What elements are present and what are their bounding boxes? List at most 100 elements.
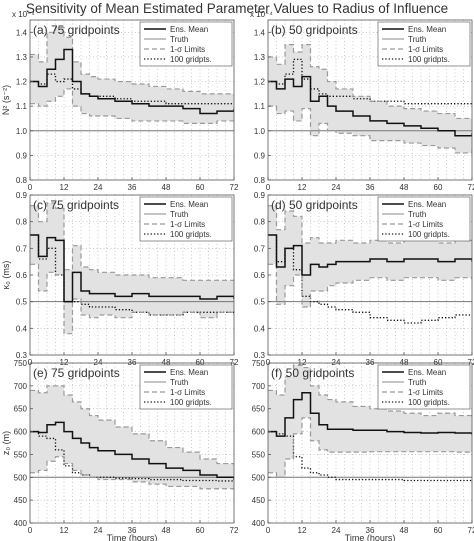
- x-tick-label: 24: [332, 183, 341, 192]
- y-tick-label: 1.4: [254, 28, 266, 37]
- legend-label: Truth: [170, 35, 188, 44]
- x-tick-label: 72: [468, 358, 474, 367]
- y-tick-label: 0.3: [16, 351, 28, 360]
- y-tick-label: 750: [252, 359, 266, 368]
- x-tick-label: 72: [468, 526, 474, 535]
- x-tick-label: 12: [60, 183, 69, 192]
- x-tick-label: 12: [60, 526, 69, 535]
- chart-panel-2: 0 12 24 36 48 60 72 0.8 0.9 1.0 1.1 1.2 1.3 1.4 x 10⁻⁴…: [250, 10, 474, 192]
- y-tick-label: 550: [252, 450, 266, 459]
- y-tick-label: 0.4: [16, 324, 28, 333]
- y-tick-label: 750: [14, 359, 28, 368]
- x-axis-label: Time (hours): [107, 533, 158, 541]
- y-tick-label: 0.7: [16, 244, 28, 253]
- series-line: [30, 234, 234, 303]
- x-tick-label: 36: [366, 358, 375, 367]
- y-tick-label: 450: [252, 496, 266, 505]
- y-tick-label: 400: [252, 519, 266, 528]
- x-tick-label: 60: [196, 358, 205, 367]
- legend-label: 100 gridpts.: [170, 55, 212, 64]
- y-tick-label: 0.6: [254, 271, 266, 280]
- legend-label: 1-σ Limits: [408, 45, 443, 54]
- legend-label: 100 gridpts.: [170, 398, 212, 407]
- x-tick-label: 60: [434, 183, 443, 192]
- x-tick-label: 24: [94, 526, 103, 535]
- figure-title: Sensitivity of Mean Estimated Parameter …: [25, 1, 449, 16]
- y-exponent-label: x 10⁻⁴: [12, 10, 35, 19]
- chart-panel-6: 0122436486072400450500550600650700750(f)…: [252, 359, 474, 541]
- x-tick-label: 60: [196, 183, 205, 192]
- y-tick-label: 0.3: [254, 351, 266, 360]
- series-line: [268, 417, 472, 478]
- y-axis-label: N² (s⁻²): [1, 85, 11, 115]
- y-axis-label: z₀ (m): [1, 431, 11, 455]
- series-line: [30, 48, 234, 115]
- y-tick-label: 1.1: [254, 102, 266, 111]
- x-tick-label: 36: [128, 183, 137, 192]
- sigma-band: [30, 27, 234, 124]
- y-tick-label: 1.3: [254, 53, 266, 62]
- y-tick-label: 1.0: [254, 127, 266, 136]
- legend-label: 1-σ Limits: [170, 220, 205, 229]
- y-tick-label: 450: [14, 496, 28, 505]
- x-tick-label: 0: [266, 358, 271, 367]
- series-line: [30, 456, 234, 490]
- y-tick-label: 0.9: [16, 191, 28, 200]
- panel-title: (a) 75 gridpoints: [33, 23, 120, 37]
- y-tick-label: 550: [14, 450, 28, 459]
- y-tick-label: 1.2: [254, 78, 266, 87]
- y-tick-label: 0.8: [16, 218, 28, 227]
- chart-panel-3: 0 12 24 36 48 60 72 0.3 0.4 0.5 0.6 0.7 0.8 0.9 (c) 75…: [1, 191, 239, 367]
- y-tick-label: 0.6: [16, 271, 28, 280]
- y-tick-label: 500: [252, 473, 266, 482]
- y-tick-label: 600: [252, 428, 266, 437]
- y-tick-label: 0.8: [16, 176, 28, 185]
- y-tick-label: 0.8: [254, 218, 266, 227]
- series-line: [268, 234, 472, 276]
- series-line: [268, 105, 472, 154]
- x-tick-label: 12: [298, 526, 307, 535]
- series-line: [30, 88, 234, 124]
- panel-title: (c) 75 gridpoints: [33, 198, 119, 212]
- x-tick-label: 36: [128, 358, 137, 367]
- series-line: [30, 202, 234, 283]
- legend-label: Truth: [408, 378, 426, 387]
- x-tick-label: 48: [162, 183, 171, 192]
- y-tick-label: 0.9: [16, 151, 28, 160]
- x-tick-label: 0: [28, 183, 33, 192]
- y-tick-label: 600: [14, 428, 28, 437]
- y-tick-label: 650: [14, 405, 28, 414]
- x-tick-label: 24: [94, 358, 103, 367]
- x-tick-label: 36: [128, 526, 137, 535]
- y-tick-label: 1.3: [16, 53, 28, 62]
- x-tick-label: 60: [434, 526, 443, 535]
- chart-panel-4: 0 12 24 36 48 60 72 0.3 0.4 0.5 0.6 0.7 0.8 0.9 (d) 50…: [254, 191, 474, 367]
- x-tick-label: 48: [400, 358, 409, 367]
- sigma-band: [268, 205, 472, 307]
- x-tick-label: 0: [28, 358, 33, 367]
- legend-label: Truth: [408, 35, 426, 44]
- x-tick-label: 72: [230, 526, 239, 535]
- legend-label: Ens. Mean: [170, 200, 208, 209]
- x-tick-label: 48: [162, 358, 171, 367]
- y-axis-label: κ₀ (ms): [1, 261, 11, 290]
- series-line: [268, 44, 472, 120]
- x-tick-label: 24: [94, 183, 103, 192]
- x-axis-label: Time (hours): [345, 533, 396, 541]
- legend-label: 1-σ Limits: [170, 388, 205, 397]
- x-tick-label: 24: [332, 526, 341, 535]
- x-tick-label: 72: [230, 358, 239, 367]
- y-tick-label: 0.9: [254, 151, 266, 160]
- x-tick-label: 72: [468, 183, 474, 192]
- y-tick-label: 0.7: [254, 244, 266, 253]
- y-tick-label: 700: [14, 382, 28, 391]
- y-tick-label: 400: [14, 519, 28, 528]
- series-line: [268, 430, 472, 482]
- legend-label: Truth: [408, 210, 426, 219]
